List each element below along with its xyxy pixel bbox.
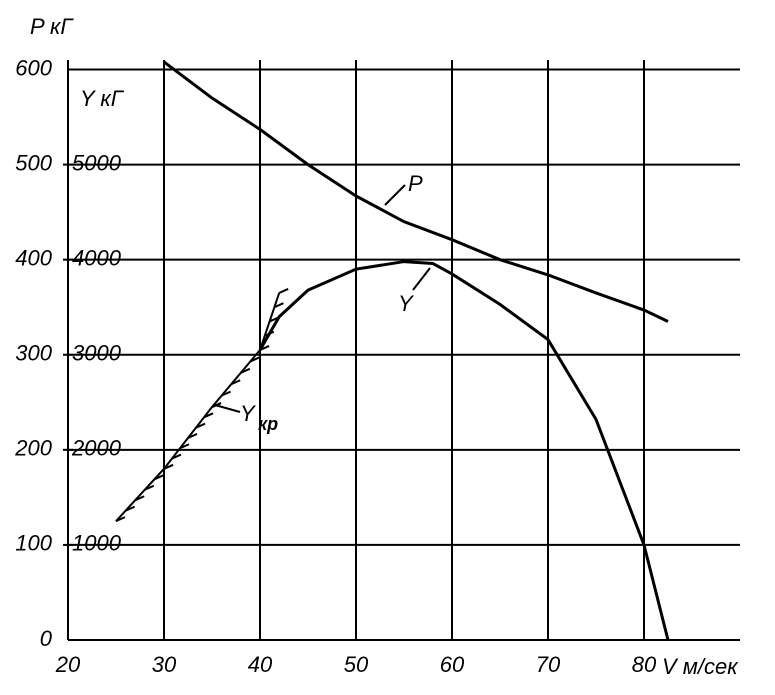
series-line xyxy=(115,292,281,522)
x-axis-title: V м/сек xyxy=(662,654,739,679)
hatch xyxy=(264,330,275,337)
y-tick-label: 0 xyxy=(40,626,53,651)
hatch xyxy=(240,367,251,374)
leader xyxy=(384,184,406,206)
hatch xyxy=(115,516,126,523)
hatch xyxy=(273,302,284,309)
x-tick-label: 50 xyxy=(344,652,369,677)
y2-tick-label: 5000 xyxy=(72,150,122,175)
series-label-sub: кр xyxy=(258,414,278,434)
y-tick-label: 600 xyxy=(15,55,52,80)
y-tick-label: 100 xyxy=(15,531,52,556)
y2-tick-label: 2000 xyxy=(71,436,122,461)
x-tick-label: 70 xyxy=(536,652,561,677)
x-tick-label: 60 xyxy=(440,652,465,677)
hatch xyxy=(278,288,289,294)
hatch xyxy=(187,433,198,439)
y2-axis-title: Y кГ xyxy=(80,86,125,111)
hatch xyxy=(134,495,145,502)
hatch xyxy=(179,443,190,450)
series-label: P xyxy=(408,171,423,196)
y-tick-label: 400 xyxy=(15,245,52,270)
hatch xyxy=(269,316,280,323)
hatch xyxy=(144,484,155,491)
x-tick-label: 40 xyxy=(248,652,273,677)
hatch xyxy=(230,379,241,386)
hatch xyxy=(125,505,136,512)
hatch xyxy=(171,453,182,460)
hatch xyxy=(249,356,260,363)
series-line xyxy=(258,260,670,641)
hatch xyxy=(221,390,232,397)
series-label: Y xyxy=(398,291,414,316)
y-axis-title: P кГ xyxy=(30,14,74,39)
hatch xyxy=(259,345,270,351)
hatch xyxy=(203,412,214,419)
y-tick-label: 200 xyxy=(14,436,52,461)
y-tick-label: 500 xyxy=(15,150,52,175)
y2-tick-label: 3000 xyxy=(72,341,122,366)
hatch xyxy=(163,463,174,470)
y2-tick-label: 4000 xyxy=(72,245,122,270)
series-line xyxy=(163,60,669,323)
hatch xyxy=(195,422,206,429)
x-tick-label: 20 xyxy=(55,652,81,677)
leader xyxy=(412,267,431,291)
y-tick-label: 300 xyxy=(15,341,52,366)
x-tick-label: 80 xyxy=(632,652,657,677)
hatch xyxy=(153,474,164,481)
leader xyxy=(214,404,241,413)
x-tick-label: 30 xyxy=(152,652,177,677)
series-label: Y xyxy=(240,401,256,426)
y2-tick-label: 1000 xyxy=(72,531,122,556)
